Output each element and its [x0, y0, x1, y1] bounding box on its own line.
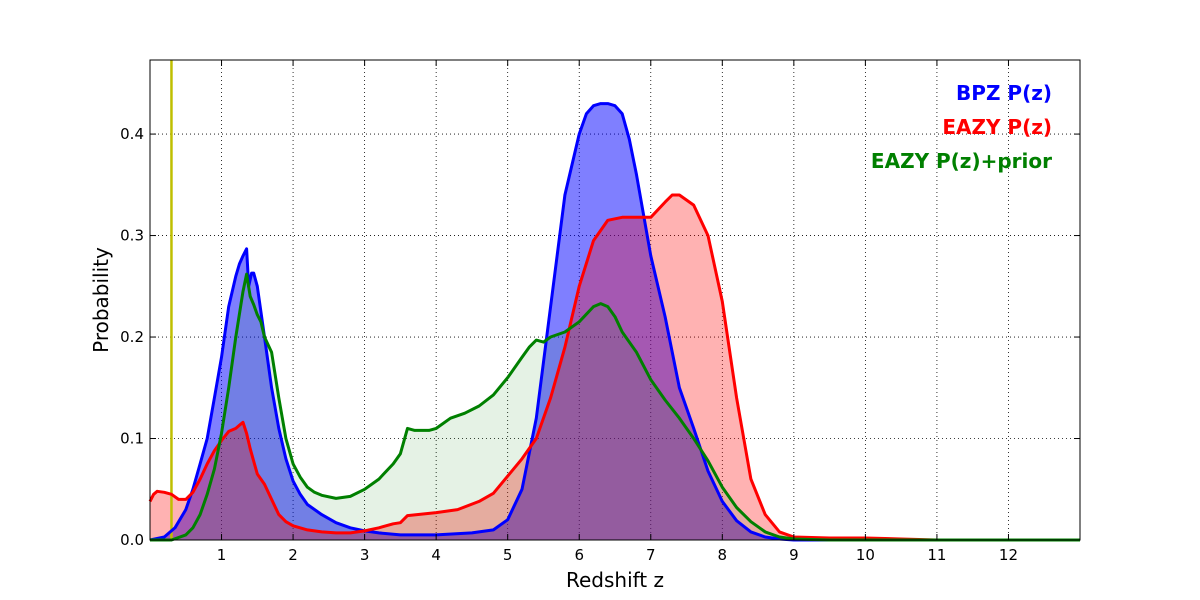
- x-tick-label: 1: [217, 546, 227, 564]
- series-fills: [150, 103, 1080, 540]
- y-tick-label: 0.0: [120, 531, 144, 549]
- x-tick-label: 8: [718, 546, 728, 564]
- legend-entry-1: BPZ P(z): [956, 81, 1052, 105]
- axis-ticks: 1 2 3 4 5 6 7 8 9 10 11 120.00.10.20.30.4: [120, 60, 1080, 564]
- series-fill-1: [150, 103, 1080, 540]
- y-tick-label: 0.1: [120, 430, 144, 448]
- series-line-1: [149, 102, 1080, 542]
- legend-entry-3: EAZY P(z)+prior: [871, 149, 1052, 173]
- x-tick-label: 4: [431, 546, 441, 564]
- x-tick-label: 3: [360, 546, 370, 564]
- x-tick-label: 11: [927, 546, 946, 564]
- y-tick-label: 0.3: [120, 227, 144, 245]
- x-tick-label: 7: [646, 546, 656, 564]
- y-tick-label: 0.2: [120, 328, 144, 346]
- x-tick-label: 2: [288, 546, 298, 564]
- series-fill-3: [150, 274, 1080, 540]
- legend-entry-2: EAZY P(z): [942, 115, 1052, 139]
- plot-frame: [149, 59, 1081, 541]
- x-tick-label: 10: [856, 546, 875, 564]
- series-fill-2: [150, 195, 1080, 540]
- x-axis-label: Redshift z: [566, 568, 664, 592]
- y-axis-label: Probability: [89, 247, 113, 353]
- x-tick-label: 9: [789, 546, 799, 564]
- x-tick-label: 6: [574, 546, 584, 564]
- x-tick-label: 12: [999, 546, 1018, 564]
- legend: BPZ P(z) EAZY P(z) EAZY P(z)+prior: [871, 81, 1052, 173]
- series-line-3: [150, 272, 1080, 542]
- series-lines: [148, 102, 1080, 542]
- y-tick-label: 0.4: [120, 125, 144, 143]
- x-tick-label: 5: [503, 546, 513, 564]
